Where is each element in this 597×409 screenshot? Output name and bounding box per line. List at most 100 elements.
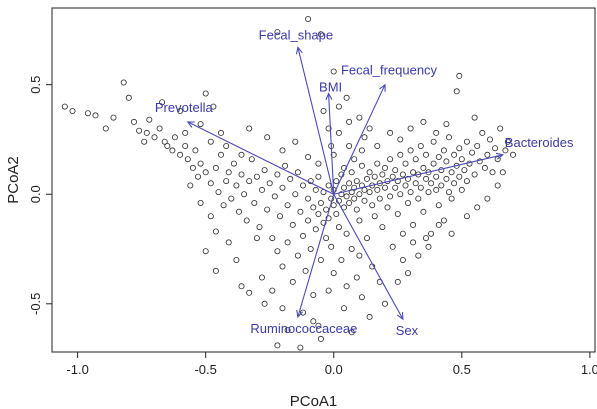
data-point	[320, 108, 327, 115]
x-axis-title: PCoA1	[290, 393, 338, 409]
data-point	[486, 136, 493, 143]
data-point	[164, 142, 171, 149]
data-point	[458, 156, 465, 163]
data-point	[305, 195, 312, 202]
data-point	[402, 160, 409, 167]
data-point	[338, 191, 345, 198]
loading-arrow	[333, 154, 503, 195]
arrow-label: BMI	[319, 80, 342, 95]
data-point	[323, 235, 330, 242]
data-point	[415, 171, 422, 178]
data-point	[169, 147, 176, 154]
data-point	[353, 274, 360, 281]
data-point	[248, 156, 255, 163]
data-point	[335, 129, 342, 136]
data-point	[399, 256, 406, 263]
data-point	[451, 180, 458, 187]
data-point	[492, 145, 499, 152]
data-point	[463, 138, 470, 145]
data-point	[207, 180, 214, 187]
data-point	[289, 278, 296, 285]
data-point	[136, 127, 143, 134]
data-point	[197, 121, 204, 128]
data-point	[287, 175, 294, 182]
data-point	[351, 184, 358, 191]
data-point	[351, 156, 358, 163]
data-point	[212, 267, 219, 274]
data-point	[494, 182, 501, 189]
data-point	[292, 138, 299, 145]
data-point	[412, 156, 419, 163]
arrow-label: Fecal_frequency	[341, 63, 438, 78]
data-point	[233, 256, 240, 263]
arrow-label: Sex	[396, 323, 419, 338]
data-point	[284, 239, 291, 246]
data-point	[274, 342, 281, 349]
data-point	[223, 178, 230, 185]
data-point	[346, 199, 353, 206]
data-point	[315, 160, 322, 167]
data-point	[338, 256, 345, 263]
data-point	[381, 184, 388, 191]
data-point	[461, 167, 468, 174]
data-point	[420, 118, 427, 125]
data-point	[415, 252, 422, 259]
y-axis: -0.5 0.0 0.5	[28, 76, 52, 315]
data-point	[358, 147, 365, 154]
data-point	[328, 243, 335, 250]
x-tick-label: -1.0	[66, 362, 88, 377]
data-point	[182, 129, 189, 136]
data-point	[448, 195, 455, 202]
data-point	[340, 184, 347, 191]
data-point	[197, 199, 204, 206]
data-point	[289, 221, 296, 228]
data-point	[417, 184, 424, 191]
data-point	[325, 125, 332, 132]
data-point	[266, 180, 273, 187]
data-point	[279, 305, 286, 312]
x-tick-label: 1.0	[581, 362, 597, 377]
data-point	[177, 151, 184, 158]
data-point	[212, 228, 219, 235]
data-point	[443, 121, 450, 128]
data-point	[394, 178, 401, 185]
data-point	[261, 167, 268, 174]
data-point	[381, 164, 388, 171]
data-point	[258, 186, 265, 193]
x-tick-label: 0.5	[453, 362, 471, 377]
data-point	[358, 162, 365, 169]
data-point	[305, 217, 312, 224]
data-point	[474, 204, 481, 211]
data-point	[379, 224, 386, 231]
data-point	[366, 125, 373, 132]
data-point	[217, 129, 224, 136]
data-point	[371, 173, 378, 180]
data-point	[230, 160, 237, 167]
data-point	[469, 149, 476, 156]
data-point	[333, 210, 340, 217]
data-point	[335, 103, 342, 110]
data-point	[207, 213, 214, 220]
data-point	[387, 193, 394, 200]
data-point	[448, 230, 455, 237]
arrow-label: Ruminococcaceae	[250, 321, 357, 336]
data-point	[425, 243, 432, 250]
y-tick-label: -0.5	[28, 293, 43, 315]
data-point	[381, 300, 388, 307]
data-point	[202, 248, 209, 255]
data-point	[420, 164, 427, 171]
data-point	[407, 147, 414, 154]
data-point	[353, 178, 360, 185]
data-point	[215, 189, 222, 196]
data-point	[317, 199, 324, 206]
loading-arrow	[297, 47, 335, 195]
arrow-labels-layer: Fecal_shape BMI Fecal_frequency Prevotella B…	[155, 27, 574, 338]
data-point	[202, 169, 209, 176]
data-point	[392, 167, 399, 174]
x-tick-label: 0.0	[325, 362, 343, 377]
data-point	[445, 189, 452, 196]
x-tick-label: -0.5	[194, 362, 216, 377]
data-point	[420, 208, 427, 215]
data-point	[228, 195, 235, 202]
data-point	[269, 287, 276, 294]
